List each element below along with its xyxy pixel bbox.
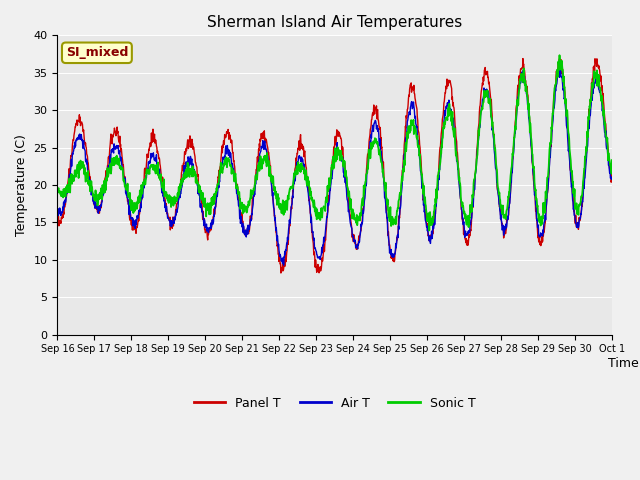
Legend: Panel T, Air T, Sonic T: Panel T, Air T, Sonic T [189, 392, 481, 415]
Line: Sonic T: Sonic T [58, 55, 612, 230]
Line: Air T: Air T [58, 70, 612, 265]
Panel T [239, 218, 246, 224]
Air T [54, 209, 61, 215]
Air T [280, 262, 287, 268]
Sonic T [493, 180, 501, 186]
Panel T [177, 177, 184, 182]
Sonic T [421, 200, 429, 205]
Panel T [163, 211, 171, 216]
Title: Sherman Island Air Temperatures: Sherman Island Air Temperatures [207, 15, 462, 30]
Sonic T [163, 192, 171, 198]
Sonic T [608, 157, 616, 163]
Sonic T [556, 52, 563, 58]
Panel T [493, 188, 501, 193]
Air T [493, 186, 501, 192]
Y-axis label: Temperature (C): Temperature (C) [15, 134, 28, 236]
X-axis label: Time: Time [607, 357, 639, 370]
Text: SI_mixed: SI_mixed [66, 46, 128, 59]
Sonic T [177, 185, 184, 191]
Panel T [519, 56, 527, 61]
Sonic T [426, 228, 433, 233]
Air T [421, 214, 429, 219]
Air T [543, 197, 550, 203]
Line: Panel T: Panel T [58, 59, 612, 273]
Air T [177, 191, 184, 197]
Air T [163, 211, 171, 217]
Sonic T [239, 211, 246, 216]
Panel T [421, 210, 429, 216]
Air T [239, 220, 246, 226]
Panel T [543, 195, 550, 201]
Panel T [608, 171, 616, 177]
Air T [520, 67, 527, 73]
Sonic T [54, 188, 61, 193]
Air T [608, 175, 616, 180]
Panel T [54, 212, 61, 217]
Panel T [277, 270, 285, 276]
Sonic T [543, 195, 550, 201]
